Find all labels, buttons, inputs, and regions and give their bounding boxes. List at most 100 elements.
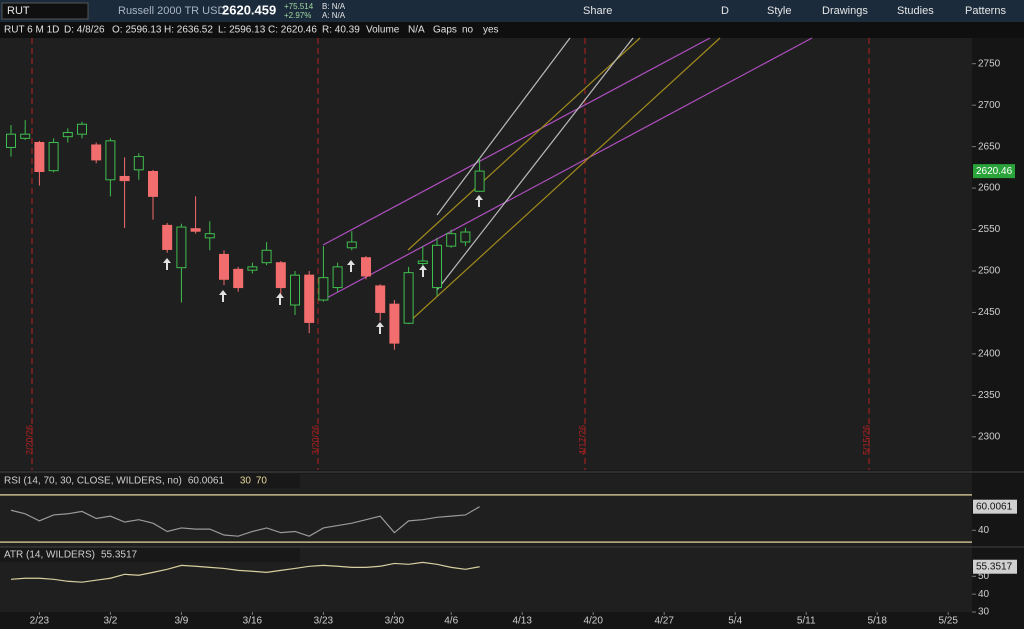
x-tick-label: 5/4 xyxy=(728,616,742,627)
candle-body xyxy=(190,228,201,232)
x-tick-label: 5/11 xyxy=(797,616,816,627)
up-arrow xyxy=(163,258,171,270)
date-marker-label: 3/20/26 xyxy=(310,425,320,455)
info-item: D: 4/8/26 xyxy=(64,25,105,36)
trend-line xyxy=(407,37,721,324)
trend-line xyxy=(436,37,634,291)
x-tick-label: 4/6 xyxy=(444,616,458,627)
y-tick-label: 40 xyxy=(978,525,990,536)
symbol[interactable]: RUT xyxy=(7,5,30,17)
candle-body xyxy=(204,233,215,239)
candle-body xyxy=(20,133,31,139)
candle-body xyxy=(162,224,173,250)
candle-body xyxy=(261,249,272,264)
x-tick-label: 3/9 xyxy=(174,616,188,627)
candle-body xyxy=(105,140,116,181)
toolbar-button[interactable]: Studies xyxy=(897,5,934,17)
x-tick-label: 5/25 xyxy=(938,616,958,627)
pane-header xyxy=(0,474,300,488)
y-tick-label: 2650 xyxy=(978,141,1001,152)
toolbar-button[interactable]: Patterns xyxy=(965,5,1006,17)
signal-arrows xyxy=(163,195,483,334)
candle-body xyxy=(62,132,73,138)
up-arrow xyxy=(475,195,483,207)
up-arrow xyxy=(219,290,227,302)
candle-body xyxy=(119,175,130,182)
info-item: Gaps xyxy=(433,25,457,36)
candle-body xyxy=(48,141,59,172)
info-item: no xyxy=(462,25,474,36)
trend-line xyxy=(322,37,711,246)
candle-body xyxy=(6,133,16,148)
info-bar xyxy=(0,22,1024,38)
last-price-label: 2620.46 xyxy=(976,166,1013,177)
candle-body xyxy=(474,170,485,192)
description: Russell 2000 TR USD xyxy=(118,5,225,17)
value-box xyxy=(973,499,1017,514)
value-box xyxy=(973,559,1017,574)
price-axis xyxy=(972,38,1024,612)
x-tick-label: 4/13 xyxy=(512,616,532,627)
x-tick-label: 3/23 xyxy=(314,616,334,627)
info-item: RUT 6 M 1D xyxy=(4,25,59,36)
info-item: Volume xyxy=(366,25,400,36)
candle-body xyxy=(148,170,158,197)
trend-line xyxy=(436,37,571,216)
candle-body xyxy=(133,156,144,171)
candle-body xyxy=(332,266,343,289)
y-tick-label: 2500 xyxy=(978,266,1001,277)
info-item: N/A xyxy=(408,25,425,36)
value-box-label: 60.0061 xyxy=(976,501,1013,512)
symbol-input[interactable] xyxy=(1,2,89,20)
x-tick-label: 4/20 xyxy=(583,616,603,627)
y-tick-label: 2700 xyxy=(978,100,1001,111)
change: +75.514 xyxy=(284,2,314,11)
candle-body xyxy=(403,272,414,324)
candle-body xyxy=(361,257,371,277)
indicator-title: ATR (14, WILDERS) xyxy=(4,550,95,561)
toolbar xyxy=(0,0,1024,22)
y-tick-label: 2600 xyxy=(978,183,1001,194)
indicator-value: 55.3517 xyxy=(101,550,138,561)
last-price-box xyxy=(973,164,1015,179)
candle-body xyxy=(34,141,45,172)
info-item: R: 40.39 xyxy=(322,25,360,36)
time-axis xyxy=(0,612,1024,629)
date-marker-label: 2/20/26 xyxy=(24,425,34,455)
candle-body xyxy=(91,144,102,161)
x-tick-label: 3/16 xyxy=(243,616,263,627)
toolbar-button[interactable]: Drawings xyxy=(822,5,868,17)
indicator-title: RSI (14, 70, 30, CLOSE, WILDERS, no) xyxy=(4,476,182,487)
toolbar-button[interactable]: D xyxy=(721,5,729,17)
toolbar-button[interactable]: Style xyxy=(767,5,791,17)
y-tick-label: 2450 xyxy=(978,307,1001,318)
info-item: L: 2596.13 xyxy=(218,25,266,36)
trend-line xyxy=(407,37,641,251)
y-tick-label: 2400 xyxy=(978,349,1001,360)
pane-header xyxy=(0,548,300,562)
up-arrow xyxy=(276,293,284,305)
indicator-line xyxy=(10,506,480,537)
y-tick-label: 2300 xyxy=(978,431,1001,442)
y-tick-label: 2550 xyxy=(978,224,1001,235)
candle-body xyxy=(432,244,442,289)
candle-body xyxy=(233,268,244,289)
toolbar-button[interactable]: Share xyxy=(583,5,612,17)
date-marker-label: 5/15/26 xyxy=(861,425,871,455)
date-marker-label: 4/17/26 xyxy=(577,425,587,455)
bid: B: N/A xyxy=(322,2,346,11)
drawings xyxy=(322,37,813,324)
candle-body xyxy=(389,303,400,344)
ask: A: N/A xyxy=(322,11,346,20)
candle-body xyxy=(77,123,87,135)
indicator-value: 60.0061 xyxy=(188,476,225,487)
candle-body xyxy=(318,277,329,301)
y-tick-label: 2350 xyxy=(978,390,1001,401)
candle-body xyxy=(417,260,428,265)
candle-body xyxy=(304,274,315,323)
up-arrow xyxy=(419,265,427,277)
x-tick-label: 2/23 xyxy=(30,616,50,627)
